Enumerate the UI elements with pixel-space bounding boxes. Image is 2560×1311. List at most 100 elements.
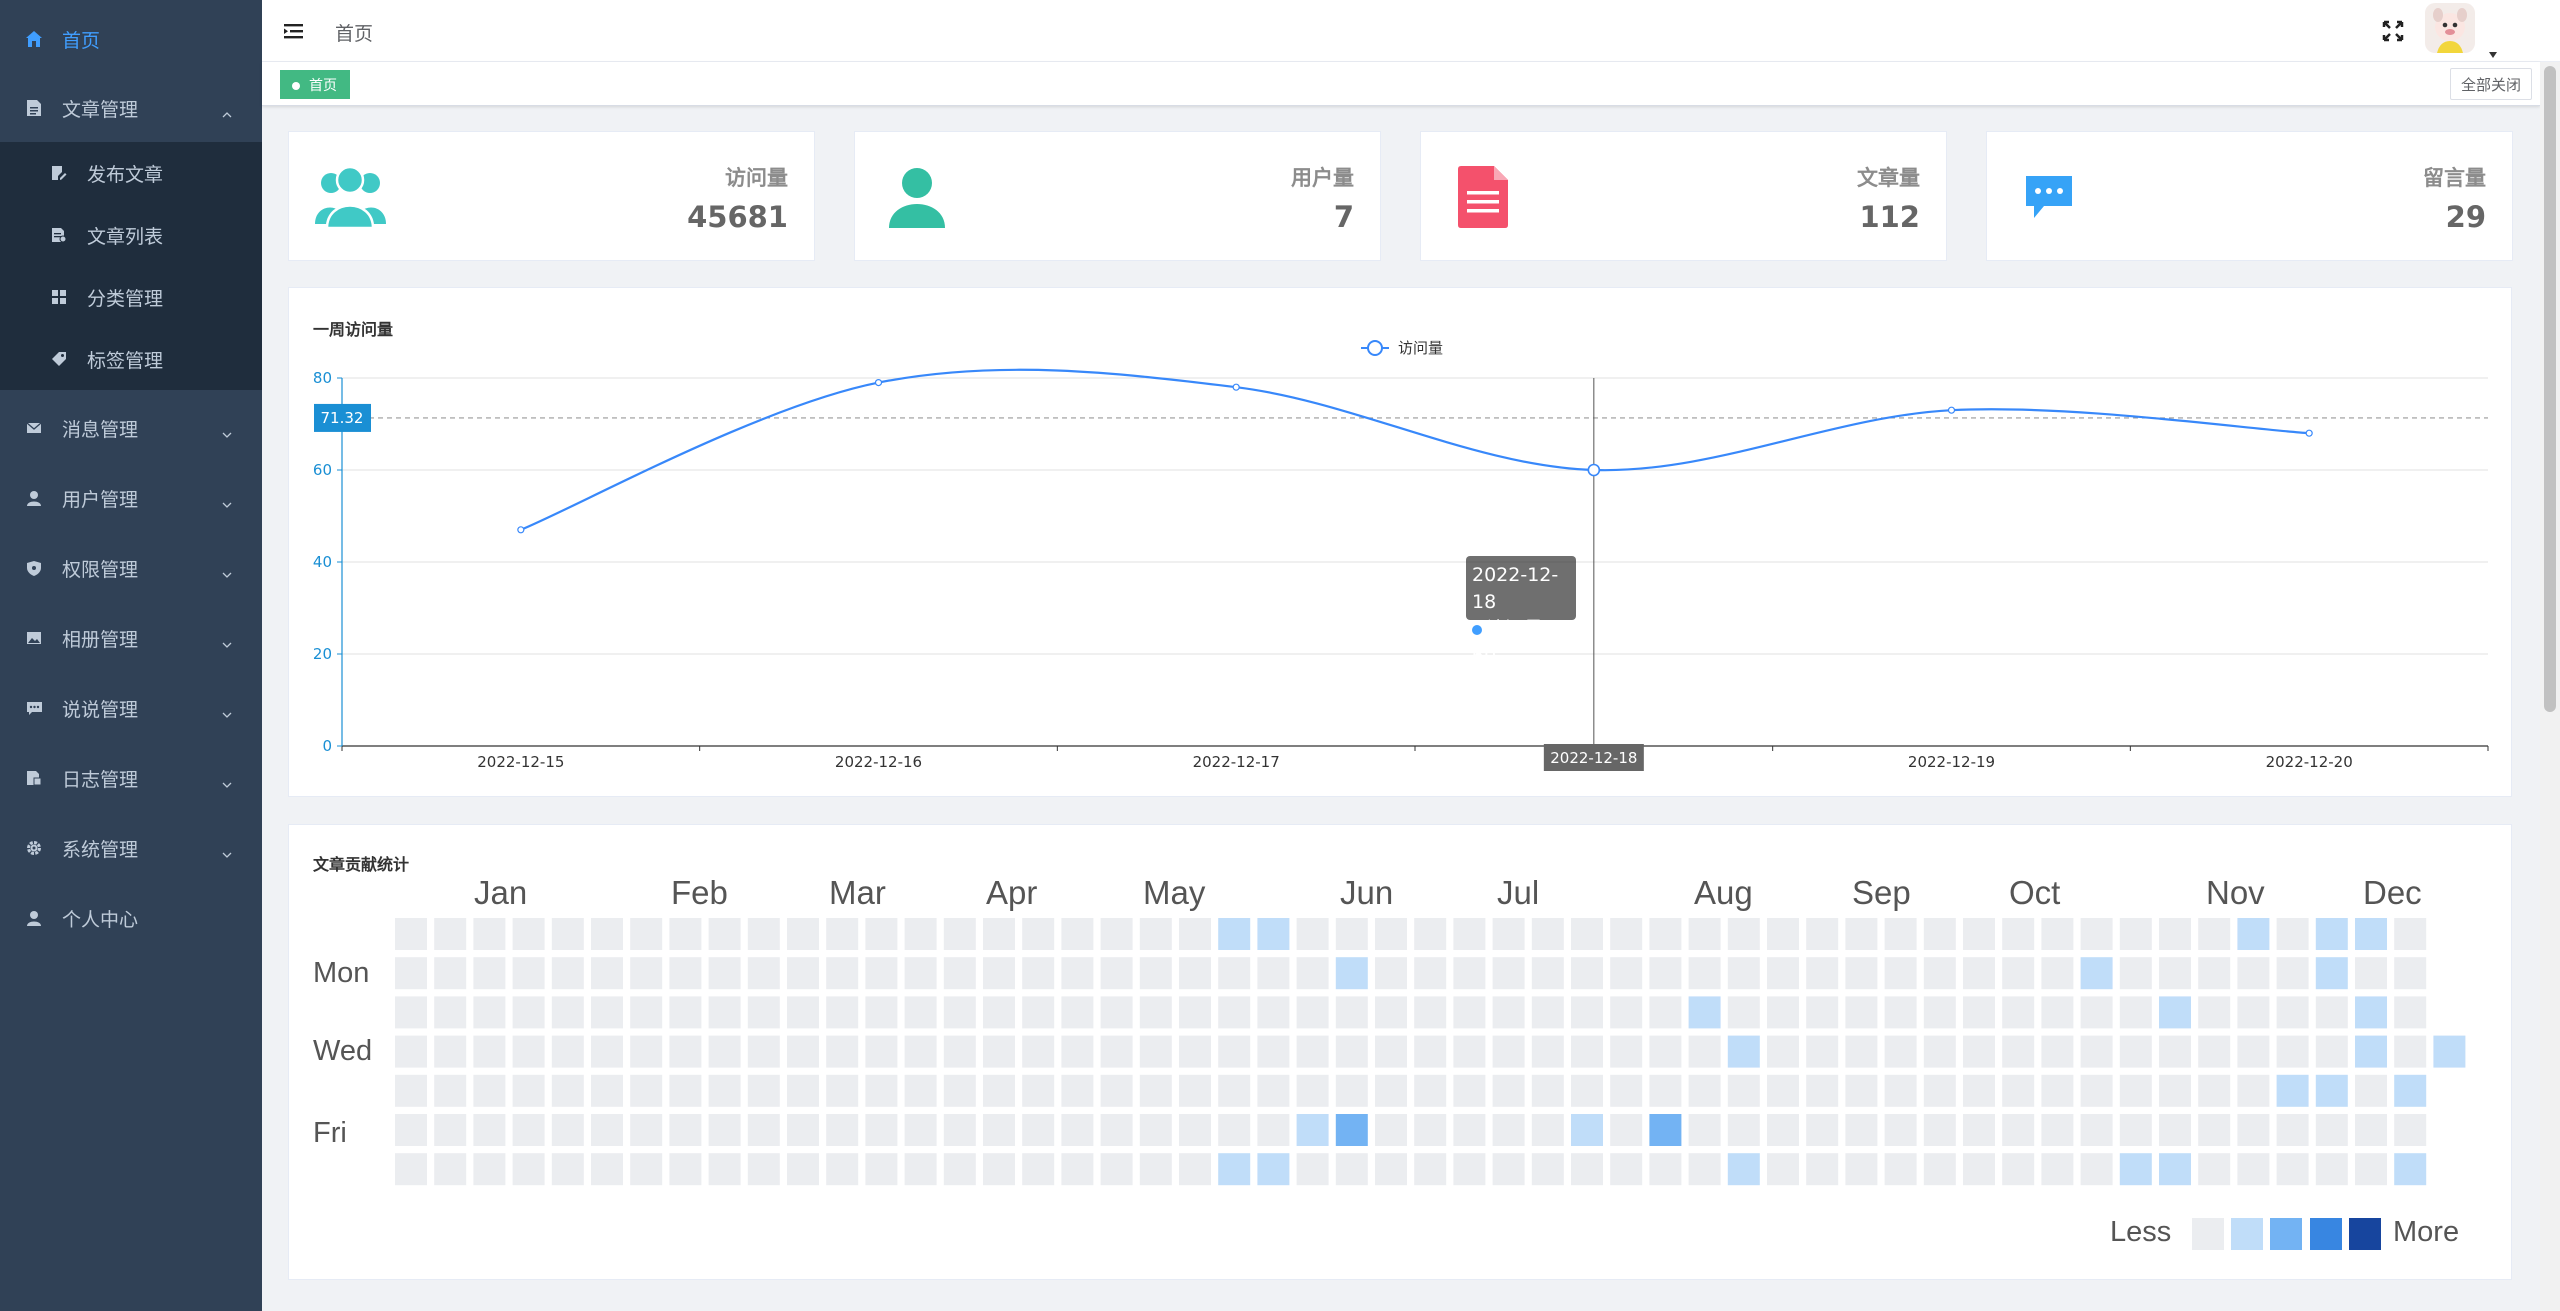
heatmap-cell[interactable] [787,1035,819,1068]
heatmap-cell[interactable] [747,957,780,990]
heatmap-cell[interactable] [1884,996,1917,1029]
heatmap-cell[interactable] [1257,996,1290,1029]
heatmap-cell[interactable] [1414,1074,1447,1107]
heatmap-cell[interactable] [1296,918,1329,950]
data-point[interactable] [874,379,883,387]
heatmap-cell[interactable] [1453,996,1486,1029]
heatmap-cell[interactable] [1963,918,1995,950]
heatmap-cell[interactable] [2159,1035,2191,1068]
heatmap-cell[interactable] [551,918,584,950]
heatmap-cell[interactable] [1571,1074,1603,1107]
heatmap-cell[interactable] [473,918,506,950]
heatmap-cell[interactable] [1414,1114,1447,1146]
heatmap-cell[interactable] [2119,1153,2152,1186]
heatmap-cell[interactable] [1414,918,1447,950]
heatmap-cell[interactable] [2394,918,2427,950]
heatmap-cell[interactable] [787,1114,819,1146]
heatmap-cell[interactable] [1414,1035,1447,1068]
heatmap-cell[interactable] [473,1035,506,1068]
heatmap-cell[interactable] [630,918,663,950]
heatmap-cell[interactable] [2433,1035,2466,1068]
heatmap-cell[interactable] [1296,1074,1329,1107]
heatmap-cell[interactable] [1179,1114,1211,1146]
heatmap-cell[interactable] [1571,1153,1603,1186]
heatmap-cell[interactable] [1806,918,1839,950]
heatmap-cell[interactable] [2237,1035,2270,1068]
heatmap-cell[interactable] [2198,918,2231,950]
heatmap-cell[interactable] [1884,1114,1917,1146]
heatmap-cell[interactable] [1963,1035,1995,1068]
stat-card-users[interactable]: 用户量 7 [854,131,1381,261]
heatmap-cell[interactable] [1767,1035,1799,1068]
heatmap-cell[interactable] [1845,996,1878,1029]
heatmap-cell[interactable] [1688,1035,1721,1068]
heatmap-cell[interactable] [395,996,427,1029]
heatmap-cell[interactable] [904,1035,937,1068]
heatmap-cell[interactable] [669,1153,702,1186]
heatmap-cell[interactable] [551,1153,584,1186]
heatmap-cell[interactable] [434,1074,467,1107]
heatmap-cell[interactable] [1218,1153,1251,1186]
heatmap-cell[interactable] [904,918,937,950]
heatmap-cell[interactable] [2355,957,2387,990]
heatmap-cell[interactable] [1335,918,1368,950]
heatmap-cell[interactable] [1923,1153,1956,1186]
heatmap-cell[interactable] [865,957,898,990]
heatmap-cell[interactable] [1022,1114,1055,1146]
heatmap-cell[interactable] [1727,918,1760,950]
heatmap-cell[interactable] [2237,1153,2270,1186]
heatmap-cell[interactable] [1022,957,1055,990]
heatmap-cell[interactable] [1179,957,1211,990]
sidebar-item-profile[interactable]: 个人中心 [0,883,262,953]
heatmap-cell[interactable] [2041,957,2074,990]
heatmap-cell[interactable] [1571,918,1603,950]
heatmap-cell[interactable] [630,996,663,1029]
heatmap-cell[interactable] [787,1074,819,1107]
heatmap-cell[interactable] [1649,918,1682,950]
heatmap-cell[interactable] [1923,996,1956,1029]
heatmap-cell[interactable] [1531,1114,1564,1146]
heatmap-cell[interactable] [1375,1035,1407,1068]
heatmap-cell[interactable] [2080,957,2113,990]
heatmap-cell[interactable] [826,1035,859,1068]
heatmap-cell[interactable] [708,1074,741,1107]
heatmap-cell[interactable] [1688,918,1721,950]
heatmap-cell[interactable] [2315,996,2348,1029]
heatmap-cell[interactable] [708,1153,741,1186]
heatmap-cell[interactable] [747,1035,780,1068]
heatmap-cell[interactable] [2002,1114,2035,1146]
sidebar-item-articles[interactable]: 文章管理 [0,73,262,143]
heatmap-cell[interactable] [1806,1114,1839,1146]
heatmap-cell[interactable] [1688,1074,1721,1107]
heatmap-cell[interactable] [1492,1035,1525,1068]
tag-home[interactable]: 首页 [280,70,350,99]
heatmap-cell[interactable] [2237,957,2270,990]
heatmap-cell[interactable] [551,957,584,990]
heatmap-cell[interactable] [1806,996,1839,1029]
heatmap-cell[interactable] [2002,1035,2035,1068]
heatmap-cell[interactable] [1218,957,1251,990]
heatmap-cell[interactable] [943,1074,976,1107]
heatmap-cell[interactable] [2041,1035,2074,1068]
heatmap-cell[interactable] [826,996,859,1029]
heatmap-cell[interactable] [1022,996,1055,1029]
heatmap-cell[interactable] [1022,918,1055,950]
heatmap-cell[interactable] [2080,1114,2113,1146]
heatmap-cell[interactable] [1806,957,1839,990]
heatmap-cell[interactable] [2198,1153,2231,1186]
heatmap-cell[interactable] [2002,1074,2035,1107]
heatmap-cell[interactable] [708,1114,741,1146]
heatmap-cell[interactable] [1963,1074,1995,1107]
chart-legend[interactable]: 访问量 [1361,339,1443,357]
heatmap-cell[interactable] [2159,1114,2191,1146]
heatmap-cell[interactable] [434,918,467,950]
heatmap-cell[interactable] [2002,957,2035,990]
heatmap-cell[interactable] [1767,918,1799,950]
heatmap-cell[interactable] [1375,1114,1407,1146]
heatmap-cell[interactable] [1923,1074,1956,1107]
heatmap-cell[interactable] [708,996,741,1029]
heatmap-cell[interactable] [1845,1153,1878,1186]
heatmap-cell[interactable] [591,996,623,1029]
heatmap-cell[interactable] [1257,1153,1290,1186]
close-all-button[interactable]: 全部关闭 [2449,68,2532,100]
